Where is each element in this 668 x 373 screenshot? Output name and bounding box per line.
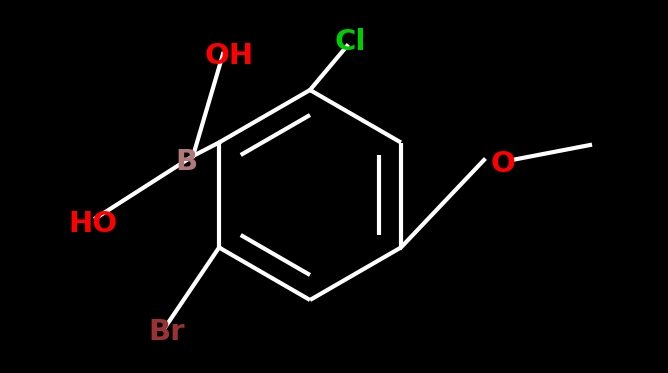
Text: Cl: Cl [335, 28, 367, 56]
Text: OH: OH [205, 42, 254, 70]
Text: B: B [175, 148, 197, 176]
Text: O: O [490, 150, 515, 178]
Text: Br: Br [148, 318, 184, 346]
Text: HO: HO [68, 210, 117, 238]
